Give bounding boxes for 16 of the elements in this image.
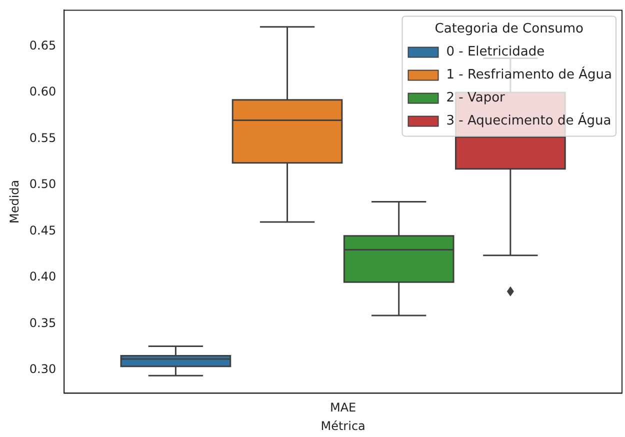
- legend-label: 2 - Vapor: [446, 90, 506, 106]
- y-tick-label: 0.65: [29, 38, 56, 52]
- legend-title: Categoria de Consumo: [434, 22, 584, 37]
- legend-label: 0 - Eletricidade: [446, 44, 545, 60]
- y-tick-label: 0.35: [29, 316, 56, 330]
- y-tick-label: 0.60: [29, 84, 56, 99]
- y-tick-label: 0.45: [29, 223, 56, 238]
- x-tick-label: MAE: [330, 400, 356, 415]
- y-tick-label: 0.30: [29, 362, 56, 376]
- y-axis-title: Medida: [7, 180, 22, 224]
- y-tick-label: 0.40: [29, 270, 56, 284]
- legend-label: 1 - Resfriamento de Água: [446, 66, 612, 83]
- legend-label: 3 - Aquecimento de Água: [446, 112, 612, 129]
- x-axis-title: Métrica: [320, 418, 366, 433]
- y-tick-label: 0.55: [29, 130, 56, 145]
- y-tick-label: 0.50: [29, 177, 56, 192]
